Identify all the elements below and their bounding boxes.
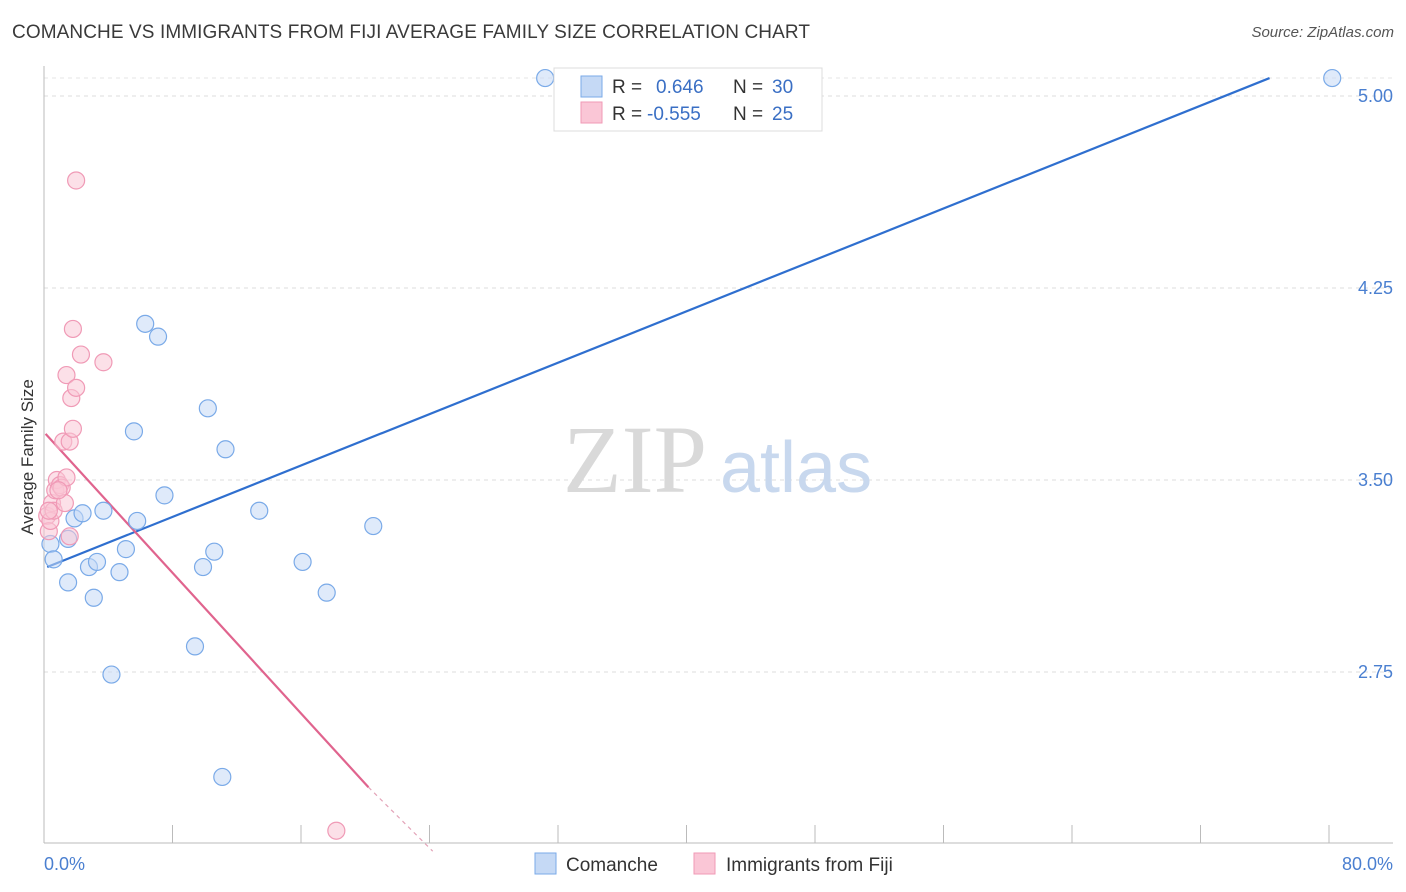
point-fiji bbox=[67, 171, 86, 190]
point-comanche bbox=[293, 552, 312, 572]
watermark: ZIP atlas bbox=[563, 406, 872, 513]
watermark-zip: ZIP bbox=[563, 406, 707, 513]
axes bbox=[43, 66, 1393, 844]
legend-swatch-comanche bbox=[580, 75, 603, 98]
point-comanche bbox=[536, 68, 555, 88]
chart-title: COMANCHE VS IMMIGRANTS FROM FIJI AVERAGE… bbox=[12, 22, 811, 43]
point-comanche bbox=[148, 327, 168, 346]
legend-n-value-comanche: 30 bbox=[772, 77, 793, 98]
grid: 2.75 3.50 4.25 5.00 bbox=[44, 77, 1393, 682]
legend-series: Comanche Immigrants from Fiji bbox=[534, 852, 893, 876]
point-fiji bbox=[57, 468, 76, 487]
point-comanche bbox=[317, 583, 336, 602]
chart-source: Source: ZipAtlas.com bbox=[1251, 24, 1394, 41]
point-comanche bbox=[205, 542, 224, 561]
point-comanche bbox=[44, 550, 63, 569]
legend-stats: R = 0.646 N = 30 R = -0.555 N = 25 bbox=[553, 67, 823, 132]
point-comanche bbox=[110, 563, 129, 582]
point-fiji bbox=[71, 345, 91, 364]
watermark-atlas: atlas bbox=[720, 428, 872, 508]
x-tick-max: 80.0% bbox=[1342, 854, 1393, 874]
bottom-legend-swatch-fiji bbox=[693, 852, 716, 875]
point-fiji bbox=[57, 365, 76, 385]
legend-r-value-comanche: 0.646 bbox=[656, 77, 704, 98]
point-comanche bbox=[124, 422, 144, 441]
point-comanche bbox=[87, 552, 107, 572]
point-comanche bbox=[185, 637, 205, 656]
point-comanche bbox=[193, 557, 213, 577]
bottom-legend-label-comanche: Comanche bbox=[566, 855, 658, 876]
y-tick-label: 2.75 bbox=[1358, 662, 1393, 682]
point-comanche bbox=[128, 511, 147, 531]
point-fiji bbox=[327, 821, 346, 840]
y-tick-label: 5.00 bbox=[1358, 86, 1393, 106]
point-comanche bbox=[94, 501, 113, 520]
bottom-legend-label-fiji: Immigrants from Fiji bbox=[726, 855, 893, 876]
point-comanche bbox=[58, 573, 78, 592]
legend-swatch-fiji bbox=[580, 101, 603, 124]
point-comanche bbox=[198, 399, 217, 418]
point-comanche bbox=[364, 516, 383, 536]
trend-line-fiji-extension bbox=[368, 786, 434, 852]
legend-n-label-comanche: N = bbox=[733, 77, 763, 98]
point-fiji bbox=[67, 378, 86, 397]
point-comanche bbox=[250, 501, 269, 520]
point-comanche bbox=[155, 486, 174, 505]
point-fiji bbox=[63, 419, 83, 438]
x-tick-min: 0.0% bbox=[44, 854, 85, 874]
bottom-legend-swatch-comanche bbox=[534, 852, 557, 875]
point-fiji bbox=[94, 353, 113, 372]
data-points bbox=[38, 68, 1342, 840]
legend-r-label-comanche: R = bbox=[612, 77, 642, 98]
point-fiji bbox=[49, 481, 68, 500]
trend-line-fiji bbox=[44, 433, 370, 788]
point-fiji bbox=[63, 319, 83, 339]
point-comanche bbox=[102, 665, 121, 684]
trend-line-comanche bbox=[46, 77, 1270, 569]
legend-r-value-fiji: -0.555 bbox=[647, 104, 701, 125]
point-fiji bbox=[39, 501, 58, 520]
point-comanche bbox=[73, 504, 92, 523]
point-comanche bbox=[116, 540, 136, 559]
trend-lines bbox=[44, 77, 1270, 852]
y-tick-label: 4.25 bbox=[1358, 278, 1393, 298]
legend-n-value-fiji: 25 bbox=[772, 104, 793, 125]
point-comanche bbox=[84, 588, 103, 607]
point-fiji bbox=[60, 527, 79, 546]
legend-n-label-fiji: N = bbox=[733, 104, 763, 125]
legend-r-label-fiji: R = bbox=[612, 104, 642, 125]
y-tick-label: 3.50 bbox=[1358, 470, 1393, 490]
point-comanche bbox=[136, 314, 155, 333]
point-comanche bbox=[1323, 68, 1342, 88]
y-axis-label: Average Family Size bbox=[18, 379, 37, 535]
point-comanche bbox=[213, 767, 232, 787]
point-comanche bbox=[216, 440, 235, 459]
